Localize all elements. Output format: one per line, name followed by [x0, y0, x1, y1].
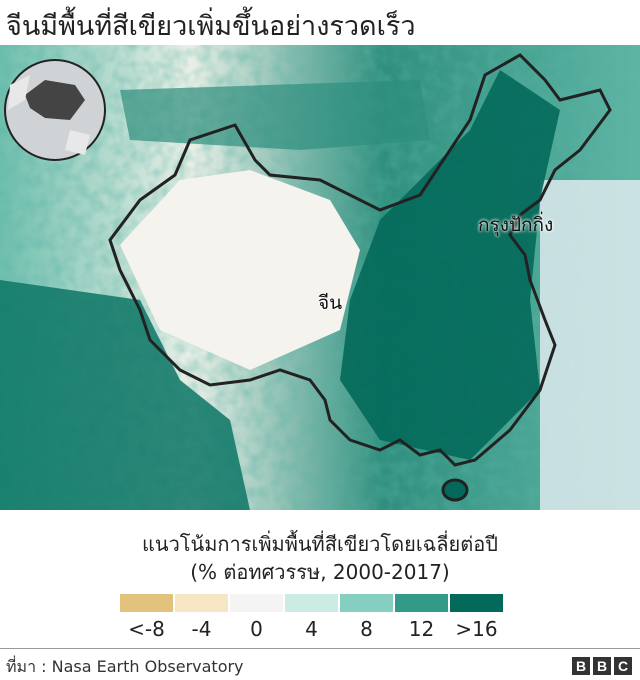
china-label: จีน [318, 292, 343, 314]
legend-swatch [450, 594, 503, 612]
west-desert [120, 170, 360, 370]
source-text: ที่มา : Nasa Earth Observatory [6, 657, 244, 676]
divider [0, 648, 640, 649]
legend-swatch [230, 594, 283, 612]
legend-swatch [175, 594, 228, 612]
legend-swatches [120, 594, 503, 612]
legend-label: -4 [191, 617, 212, 641]
beijing-label: กรุงปักกิ่ง [478, 214, 554, 236]
legend-label: >16 [455, 617, 498, 641]
legend-swatch [395, 594, 448, 612]
legend-ticks: <-8 -4 0 4 8 12 >16 [120, 617, 503, 641]
legend-title: แนวโน้มการเพิ่มพื้นที่สีเขียวโดยเฉลี่ยต่… [142, 532, 498, 556]
legend-label: 4 [305, 617, 318, 641]
legend-label: 0 [250, 617, 263, 641]
greening-map [0, 45, 640, 510]
legend-swatch [120, 594, 173, 612]
hainan-island [441, 478, 469, 502]
legend-label: 8 [360, 617, 373, 641]
legend-swatch [285, 594, 338, 612]
northern-green-region [120, 80, 430, 150]
legend-swatch [340, 594, 393, 612]
locator-globe-icon [4, 59, 106, 161]
legend-label: 12 [408, 617, 435, 641]
east-dense-green [340, 70, 560, 460]
legend-label: <-8 [128, 617, 165, 641]
china-border [108, 53, 612, 467]
south-asia-green [0, 280, 250, 510]
sea [540, 180, 640, 510]
page-title: จีนมีพื้นที่สีเขียวเพิ่มขึ้นอย่างรวดเร็ว [6, 11, 416, 42]
legend-subtitle: (% ต่อทศวรรษ, 2000-2017) [190, 560, 450, 584]
